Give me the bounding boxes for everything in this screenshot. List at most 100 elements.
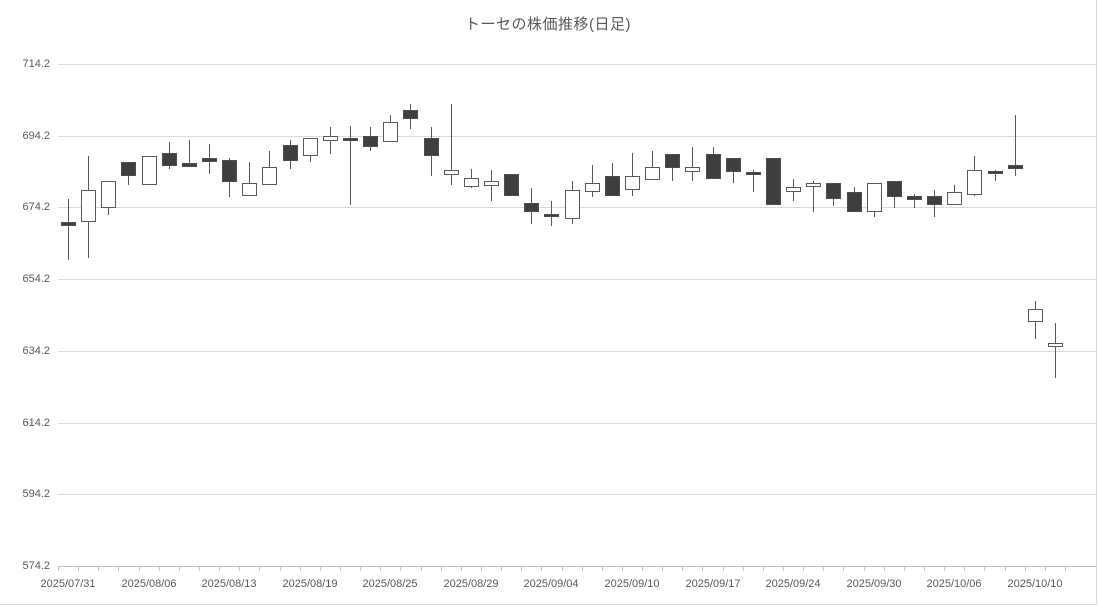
x-axis-line xyxy=(58,566,1096,567)
candle-wick xyxy=(652,151,653,179)
x-axis-tick-mark xyxy=(521,567,522,571)
candle-body-down xyxy=(182,163,197,167)
x-axis-tick-mark xyxy=(1025,567,1026,571)
candle-body-down xyxy=(927,196,942,205)
candle-body-down xyxy=(726,158,741,172)
x-axis-tick-mark xyxy=(481,567,482,571)
x-axis-tick-mark xyxy=(622,567,623,571)
x-axis-tick-mark xyxy=(58,567,59,571)
candle-body-down xyxy=(665,154,680,168)
candle-wick xyxy=(1015,115,1016,176)
candle-body-down xyxy=(766,158,781,205)
candle-body-down xyxy=(363,136,378,147)
candle-body-up xyxy=(484,181,499,186)
x-axis-tick-mark xyxy=(944,567,945,571)
candle-body-up xyxy=(142,156,157,185)
candle-body-up xyxy=(967,170,982,195)
x-axis-tick-mark xyxy=(441,567,442,571)
candle-body-down xyxy=(121,162,136,176)
x-axis-tick-mark xyxy=(1045,567,1046,571)
x-axis-tick-mark xyxy=(924,567,925,571)
candle-body-down xyxy=(202,158,217,162)
candle-body-up xyxy=(323,136,338,141)
x-axis-tick-label: 2025/09/24 xyxy=(765,578,821,590)
x-axis-tick-mark xyxy=(723,567,724,571)
x-axis-tick-mark xyxy=(400,567,401,571)
x-axis-tick-mark xyxy=(582,567,583,571)
candle-body-down xyxy=(1008,165,1023,169)
candle-wick xyxy=(551,201,552,226)
candle-body-up xyxy=(101,181,116,208)
candle-body-up xyxy=(444,170,459,175)
candle-wick xyxy=(753,170,754,192)
candle-body-down xyxy=(847,192,862,212)
x-axis-tick-mark xyxy=(461,567,462,571)
x-axis-tick-label: 2025/09/17 xyxy=(685,578,741,590)
candle-wick xyxy=(68,199,69,260)
x-axis-tick-mark xyxy=(219,567,220,571)
x-axis-tick-mark xyxy=(300,567,301,571)
candle-body-up xyxy=(685,167,700,172)
x-axis-tick-mark xyxy=(501,567,502,571)
y-gridline xyxy=(58,279,1096,280)
candle-wick xyxy=(249,162,250,196)
y-axis-tick-label: 594.2 xyxy=(22,488,50,500)
x-axis-tick-mark xyxy=(682,567,683,571)
x-axis-tick-mark xyxy=(1005,567,1006,571)
x-axis-tick-mark xyxy=(984,567,985,571)
y-axis-tick-label: 694.2 xyxy=(22,130,50,142)
candle-wick xyxy=(813,181,814,212)
x-axis-tick-mark xyxy=(259,567,260,571)
candle-body-up xyxy=(81,190,96,222)
y-gridline xyxy=(58,494,1096,495)
candle-body-up xyxy=(1048,343,1063,347)
candle-body-down xyxy=(162,153,177,166)
x-axis-tick-label: 2025/08/19 xyxy=(282,578,338,590)
candle-body-down xyxy=(605,176,620,196)
candle-body-down xyxy=(887,181,902,197)
x-axis-tick-label: 2025/08/25 xyxy=(362,578,418,590)
x-axis-tick-mark xyxy=(199,567,200,571)
x-axis-tick-mark xyxy=(98,567,99,571)
y-axis-tick-label: 574.2 xyxy=(22,560,50,572)
candle-body-down xyxy=(746,172,761,175)
x-axis-tick-mark xyxy=(139,567,140,571)
x-axis-tick-mark xyxy=(864,567,865,571)
chart-title: トーセの株価推移(日足) xyxy=(465,16,631,33)
candle-wick xyxy=(1055,323,1056,378)
x-axis-tick-mark xyxy=(340,567,341,571)
candle-body-down xyxy=(283,145,298,161)
candle-wick xyxy=(995,170,996,181)
candle-body-up xyxy=(786,187,801,192)
candle-body-up xyxy=(1028,309,1043,322)
x-axis-tick-label: 2025/09/10 xyxy=(604,578,660,590)
candle-body-up xyxy=(303,138,318,156)
candle-body-down xyxy=(504,174,519,196)
candle-wick xyxy=(451,104,452,185)
y-axis-tick-label: 674.2 xyxy=(22,201,50,213)
x-axis-tick-label: 2025/08/13 xyxy=(201,578,257,590)
candle-body-down xyxy=(524,203,539,212)
y-gridline xyxy=(58,64,1096,65)
candle-body-down xyxy=(907,196,922,200)
x-axis-tick-mark xyxy=(763,567,764,571)
x-axis-tick-mark xyxy=(884,567,885,571)
y-axis-tick-label: 714.2 xyxy=(22,58,50,70)
candle-body-up xyxy=(383,122,398,142)
candle-body-up xyxy=(565,190,580,219)
candle-wick xyxy=(914,194,915,208)
candle-body-down xyxy=(826,183,841,199)
x-axis-tick-mark xyxy=(783,567,784,571)
candle-body-down xyxy=(706,154,721,179)
candle-body-down xyxy=(424,138,439,156)
x-axis-tick-mark xyxy=(1065,567,1066,571)
candle-body-up xyxy=(806,183,821,187)
candle-body-up xyxy=(947,192,962,205)
candle-body-down xyxy=(343,138,358,141)
candle-body-down xyxy=(403,110,418,119)
x-axis-tick-mark xyxy=(743,567,744,571)
x-axis-tick-label: 2025/08/29 xyxy=(443,578,499,590)
x-axis-tick-mark xyxy=(421,567,422,571)
candle-body-up xyxy=(867,183,882,212)
